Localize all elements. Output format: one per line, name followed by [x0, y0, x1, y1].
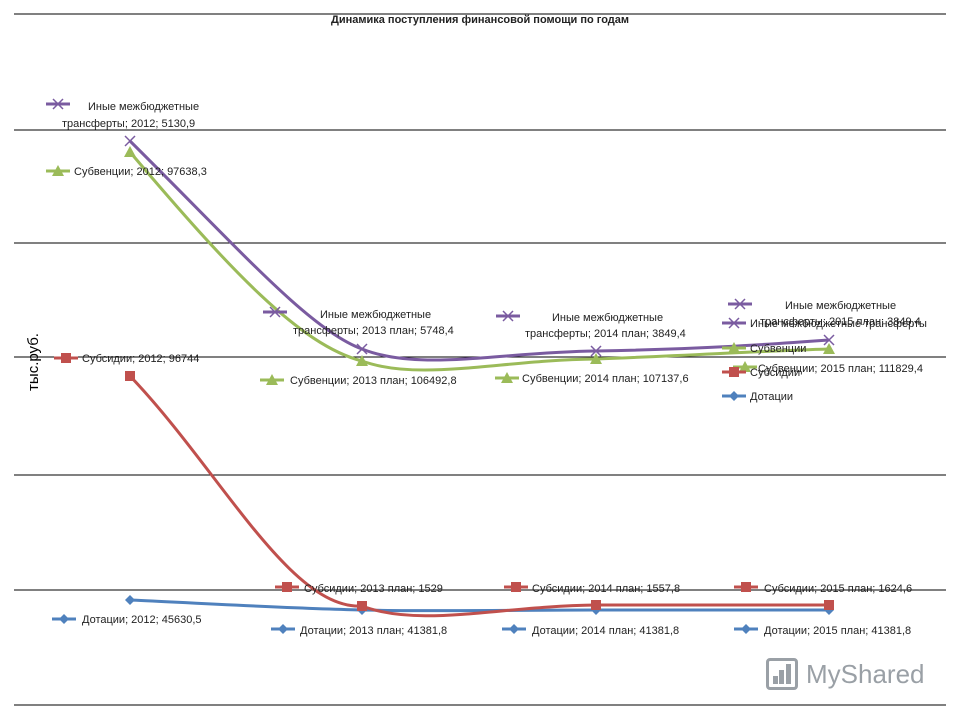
data-label-key-marker — [741, 582, 751, 592]
legend-key — [722, 367, 746, 377]
y-axis-label: тыс.руб. — [25, 333, 42, 391]
series-line-субсидии — [128, 374, 830, 618]
data-point — [824, 600, 834, 610]
legend-key — [722, 391, 746, 401]
chart-title: Динамика поступления финансовой помощи п… — [331, 14, 629, 26]
data-label-key — [260, 374, 284, 385]
data-label-key-marker — [278, 624, 288, 634]
data-label: Иные межбюджетные трансферты; 2015 план; … — [760, 300, 921, 328]
data-point — [357, 601, 367, 611]
series-layer — [124, 135, 835, 618]
data-label-key — [46, 98, 70, 110]
data-label: Субсидии; 2015 план; 1624,6 — [764, 583, 912, 595]
data-label-key — [504, 582, 528, 592]
legend-key — [722, 342, 746, 353]
data-label-key-marker — [266, 374, 278, 385]
data-label: Субвенции; 2012; 97638,3 — [74, 166, 207, 178]
data-label-key — [275, 582, 299, 592]
data-label-key — [54, 353, 78, 363]
data-point — [591, 600, 601, 610]
data-label-key — [502, 624, 526, 634]
data-label-key — [495, 372, 519, 383]
data-label-key-marker — [501, 372, 513, 383]
data-label-key-marker — [59, 614, 69, 624]
data-label-key — [728, 298, 752, 310]
data-label-key — [271, 624, 295, 634]
data-label: Дотации; 2014 план; 41381,8 — [532, 625, 679, 637]
data-label-key-marker — [734, 298, 746, 310]
data-point — [124, 146, 136, 157]
watermark-logo: MyShared — [766, 654, 936, 694]
data-label: Субвенции; 2014 план; 107137,6 — [522, 373, 689, 385]
data-label: Субсидии; 2014 план; 1557,8 — [532, 583, 680, 595]
data-label-key — [496, 310, 520, 322]
data-label: Иные межбюджетные трансферты; 2012; 5130,… — [62, 101, 199, 130]
data-label-key-marker — [509, 624, 519, 634]
legend-key — [722, 317, 746, 329]
data-label: Субвенции; 2013 план; 106492,8 — [290, 375, 457, 387]
legend-key-marker — [728, 342, 740, 353]
data-point — [356, 355, 368, 366]
data-label-key — [734, 624, 758, 634]
series-line-дотации — [129, 598, 829, 613]
data-label-key-marker — [269, 306, 281, 318]
legend-key-marker — [728, 317, 740, 329]
data-label-key-marker — [282, 582, 292, 592]
legend-entry: Субвенции — [750, 343, 806, 355]
data-label: Иные межбюджетные трансферты; 2013 план; … — [293, 309, 454, 337]
data-labels: Дотации; 2012; 45630,5 Дотации; 2013 план… — [46, 98, 923, 637]
watermark-text: MyShared — [806, 658, 925, 689]
data-point — [124, 135, 136, 147]
gridlines — [14, 13, 946, 706]
data-point — [125, 595, 135, 605]
bar-chart-icon — [766, 658, 798, 690]
data-label: Субвенции; 2015 план; 111829,4 — [758, 363, 923, 375]
data-point — [823, 343, 835, 354]
data-point — [823, 334, 835, 346]
data-label-key-marker — [739, 361, 751, 372]
data-label-key-marker — [52, 165, 64, 176]
data-point — [590, 353, 602, 364]
data-label: Дотации; 2013 план; 41381,8 — [300, 625, 447, 637]
data-label-key — [263, 306, 287, 318]
data-label: Дотации; 2015 план; 41381,8 — [764, 625, 911, 637]
data-label-key — [52, 614, 76, 624]
legend: Иные межбюджетные трансферты Субвенции Суб… — [722, 317, 927, 403]
data-label-key — [46, 165, 70, 176]
data-label-key-marker — [61, 353, 71, 363]
data-label-key — [734, 582, 758, 592]
legend-key-marker — [729, 367, 739, 377]
series-line-субвенции — [128, 151, 830, 372]
data-point — [125, 371, 135, 381]
data-label: Субсидии; 2013 план; 1529 — [304, 583, 443, 595]
data-label-key-marker — [502, 310, 514, 322]
data-label-key-marker — [741, 624, 751, 634]
data-point — [590, 345, 602, 357]
data-label-key-marker — [52, 98, 64, 110]
data-label-key-marker — [511, 582, 521, 592]
legend-key-marker — [729, 391, 739, 401]
legend-entry: Субсидии — [750, 367, 800, 379]
legend-entry: Иные межбюджетные трансферты — [750, 318, 927, 330]
data-label: Дотации; 2012; 45630,5 — [82, 614, 202, 626]
series-line-иные — [128, 139, 830, 362]
data-label: Субсидии; 2012; 96744 — [82, 353, 199, 365]
data-label: Иные межбюджетные трансферты; 2014 план; … — [525, 312, 686, 340]
data-point — [356, 343, 368, 355]
legend-entry: Дотации — [750, 391, 793, 403]
